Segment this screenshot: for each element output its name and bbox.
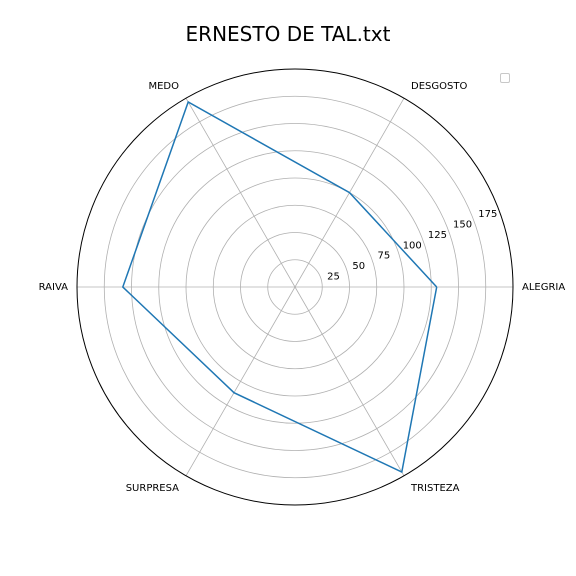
category-label: DESGOSTO <box>411 81 467 92</box>
radial-tick-label: 175 <box>478 209 497 220</box>
category-label: ALEGRIA <box>522 282 565 293</box>
radial-ticks: 25 50 75 100 125 150 175 <box>327 209 497 283</box>
series <box>121 100 438 474</box>
radial-tick-label: 150 <box>453 219 472 230</box>
category-label: RAIVA <box>39 282 69 293</box>
spokes <box>77 98 513 476</box>
radial-tick-label: 100 <box>403 240 422 251</box>
chart-title: ERNESTO DE TAL.txt <box>185 22 391 46</box>
spoke <box>185 286 296 476</box>
spoke <box>185 98 296 288</box>
radial-tick-label: 75 <box>378 251 391 262</box>
category-label: MEDO <box>148 81 179 92</box>
radial-tick-label: 50 <box>352 261 365 272</box>
category-labels: ALEGRIA DESGOSTO MEDO RAIVA SURPRESA TRISTEZA <box>39 81 566 494</box>
legend <box>500 73 510 83</box>
radial-tick-label: 25 <box>327 272 340 283</box>
radial-tick-label: 125 <box>428 230 447 241</box>
outer-frame <box>76 68 514 506</box>
spoke <box>294 286 405 476</box>
category-label: SURPRESA <box>126 483 179 494</box>
category-label: TRISTEZA <box>410 483 460 494</box>
